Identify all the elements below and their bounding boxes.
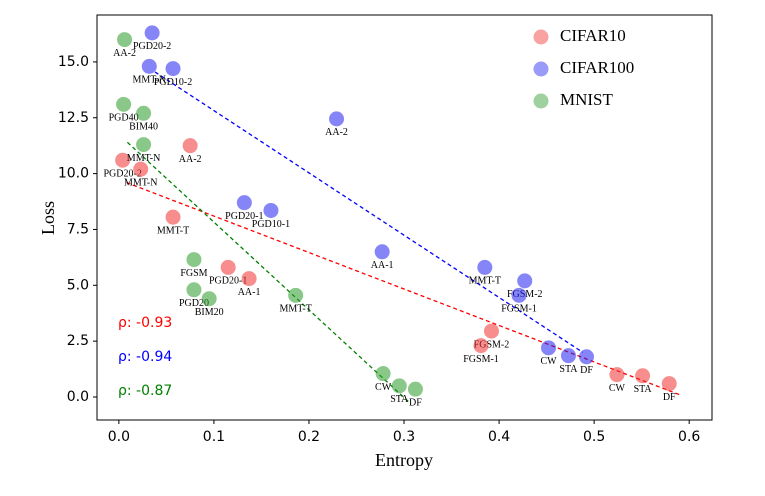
- point: [374, 244, 390, 260]
- x-tick-label: 0.1: [203, 429, 225, 445]
- point: [661, 376, 677, 392]
- point: [477, 259, 493, 275]
- y-tick-label: 10.0: [58, 166, 89, 182]
- point-label: FGSM-1: [463, 354, 499, 365]
- point-label: PGD20-1: [225, 211, 263, 222]
- x-tick-label: 0.4: [488, 429, 510, 445]
- point-label: STA: [634, 384, 653, 395]
- point: [517, 273, 533, 289]
- correlation-label: ρ: -0.94: [118, 349, 172, 365]
- x-tick-label: 0.0: [108, 429, 130, 445]
- correlation-label: ρ: -0.87: [118, 383, 172, 399]
- point-label: CW: [375, 382, 392, 393]
- point-label: PGD20-2: [133, 41, 171, 52]
- point: [541, 340, 557, 356]
- point-label: MMT-T: [469, 276, 501, 287]
- y-tick-label: 5.0: [67, 277, 89, 293]
- point: [116, 96, 132, 112]
- point-label: FGSM: [180, 268, 207, 279]
- point-label: AA-2: [179, 154, 202, 165]
- point-label: BIM40: [129, 122, 158, 133]
- point: [241, 271, 257, 287]
- point: [220, 259, 236, 275]
- point-label: AA-2: [113, 48, 136, 59]
- point-label: PGD10-2: [154, 77, 192, 88]
- point: [186, 282, 202, 298]
- point-label: STA: [390, 394, 409, 405]
- legend-label: MNIST: [560, 90, 614, 109]
- y-tick-label: 15.0: [58, 54, 89, 70]
- point-label: STA: [559, 364, 578, 375]
- trend-line: [154, 71, 584, 353]
- point: [236, 195, 252, 211]
- point-label: MMT-T: [157, 225, 189, 236]
- point-label: DF: [580, 365, 593, 376]
- point-label: MMT-N: [133, 75, 167, 86]
- point: [115, 152, 131, 168]
- point-label: DF: [663, 392, 676, 403]
- point: [117, 32, 133, 48]
- point-label: PGD40: [109, 113, 139, 124]
- y-tick-label: 12.5: [58, 110, 89, 126]
- point: [133, 161, 149, 177]
- legend-marker: [533, 93, 549, 109]
- y-axis-label: Loss: [38, 201, 58, 235]
- point-label: PGD20-1: [209, 276, 247, 287]
- point: [483, 323, 499, 339]
- point: [511, 287, 527, 303]
- point-label: PGD10-1: [252, 219, 290, 230]
- legend-label: CIFAR100: [560, 58, 634, 77]
- y-tick-label: 0.0: [67, 389, 89, 405]
- point-label: FGSM-1: [501, 304, 537, 315]
- point-label: FGSM-2: [474, 339, 510, 350]
- point: [407, 381, 423, 397]
- point: [560, 348, 576, 364]
- point: [288, 287, 304, 303]
- point-label: AA-2: [325, 127, 348, 138]
- point: [263, 202, 279, 218]
- point: [144, 25, 160, 41]
- point-label: AA-1: [371, 260, 394, 271]
- legend-marker: [533, 61, 549, 77]
- trend-line: [126, 181, 680, 396]
- point-label: PGD20-2: [103, 168, 141, 179]
- correlation-label: ρ: -0.93: [118, 315, 172, 331]
- point-label: MMT-T: [279, 304, 311, 315]
- point: [136, 137, 152, 153]
- point: [136, 105, 152, 121]
- y-tick-label: 7.5: [67, 221, 89, 237]
- point: [635, 368, 651, 384]
- point: [186, 252, 202, 268]
- point: [182, 138, 198, 154]
- point: [329, 111, 345, 127]
- point: [579, 349, 595, 365]
- point: [609, 367, 625, 383]
- x-tick-label: 0.3: [393, 429, 415, 445]
- point-label: CW: [540, 356, 557, 367]
- point-label: MMT-N: [127, 153, 161, 164]
- x-tick-label: 0.2: [298, 429, 320, 445]
- point-label: PGD20: [179, 298, 209, 309]
- point-label: BIM20: [195, 307, 224, 318]
- legend-label: CIFAR10: [560, 26, 626, 45]
- point-label: DF: [409, 397, 422, 408]
- x-axis-label: Entropy: [375, 450, 433, 470]
- point: [375, 366, 391, 382]
- point: [141, 58, 157, 74]
- trend-line: [126, 141, 412, 405]
- point: [201, 291, 217, 307]
- point-label: MMT-N: [124, 177, 158, 188]
- legend-marker: [533, 29, 549, 45]
- point: [165, 209, 181, 225]
- y-tick-label: 2.5: [67, 333, 89, 349]
- x-tick-label: 0.5: [583, 429, 605, 445]
- point: [391, 378, 407, 394]
- point-label: AA-1: [238, 287, 261, 298]
- point: [473, 338, 489, 354]
- point: [165, 61, 181, 77]
- point-label: CW: [609, 383, 626, 394]
- x-tick-label: 0.6: [678, 429, 700, 445]
